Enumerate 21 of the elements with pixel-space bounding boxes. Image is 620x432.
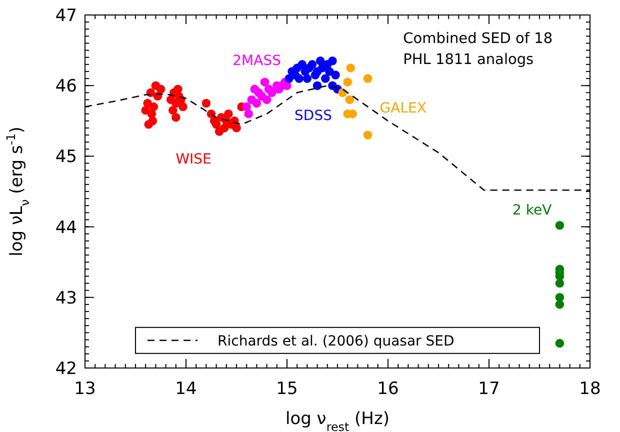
x-tick-label: 16 [377, 379, 399, 399]
y-tick-label: 42 [55, 358, 77, 379]
annotation: Combined SED of 18 [403, 31, 553, 47]
y-tick-label: 43 [55, 288, 77, 308]
series-label: 2MASS [232, 52, 282, 69]
x-tick-label: 15 [276, 379, 298, 399]
y-tick-label: 45 [55, 147, 77, 168]
legend-label: Richards et al. (2006) quasar SED [218, 333, 454, 350]
series-label: 2 keV [512, 202, 552, 218]
y-tick-label: 47 [55, 6, 77, 26]
series-label: GALEX [380, 100, 427, 116]
annotation: PHL 1811 analogs [403, 52, 534, 68]
y-tick-label: 44 [55, 218, 77, 238]
x-tick-label: 17 [478, 379, 500, 399]
x-tick-label: 13 [74, 379, 96, 399]
series-label: SDSS [294, 108, 332, 124]
x-tick-label: 14 [175, 379, 197, 399]
x-axis-title: log ν$_{rest}$ (Hz) [285, 409, 390, 432]
series-label: WISE [176, 151, 212, 168]
y-tick-label: 46 [55, 76, 77, 97]
x-tick-label: 18 [579, 379, 601, 399]
